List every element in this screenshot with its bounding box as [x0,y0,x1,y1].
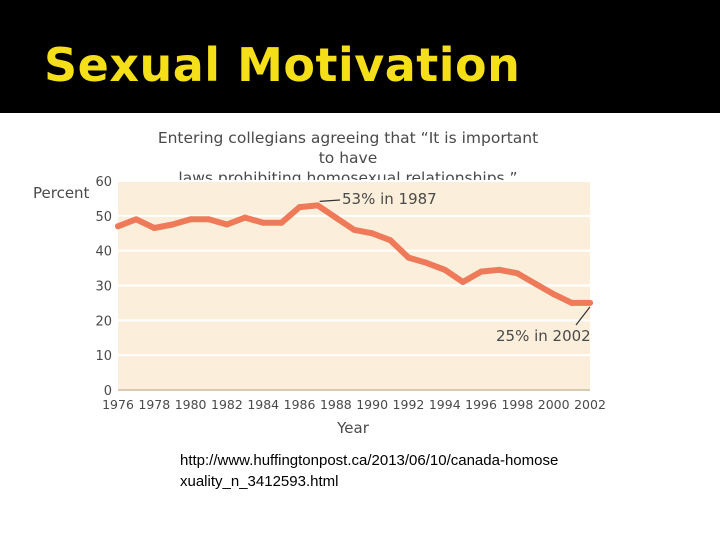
data-point [278,219,285,226]
data-point [459,279,466,286]
data-point [405,254,412,261]
data-point [242,214,249,221]
x-tick-label: 1984 [247,397,279,412]
x-tick-label: 2000 [538,397,570,412]
y-tick-label: 30 [95,280,112,295]
data-point [314,202,321,209]
data-point [387,237,394,244]
data-point [351,226,357,233]
x-tick-label: 1986 [284,397,316,412]
x-tick-label: 2002 [574,397,606,412]
title-bar [0,0,720,113]
data-point [169,221,176,228]
data-points [115,202,593,306]
data-point [115,223,121,230]
y-tick-label: 0 [104,384,112,399]
data-point [205,216,212,223]
y-tick-label: 10 [95,349,112,364]
data-point [223,221,230,228]
x-tick-label: 1980 [175,397,207,412]
x-tick-label: 1994 [429,397,461,412]
data-point [478,268,485,275]
x-tick-label: 1996 [465,397,497,412]
data-point [187,216,194,223]
annotation-leader-2002 [575,306,591,326]
data-point [260,219,267,226]
data-point [514,270,521,277]
x-tick-label: 1988 [320,397,352,412]
x-axis-label: Year [336,419,370,437]
data-point [496,266,503,273]
data-point [568,299,575,306]
data-point [332,214,339,221]
slide-title: Sexual Motivation [44,38,521,92]
y-tick-label: 20 [95,314,112,329]
data-point [296,204,303,211]
data-point [532,280,539,287]
annotation-leader-1987 [319,199,341,202]
data-point [133,216,140,223]
gridlines [118,180,590,391]
y-tick-label: 50 [95,210,112,225]
data-point [550,291,557,298]
data-point [441,266,448,273]
x-tick-label: 1998 [501,397,533,412]
annotation-end: 25% in 2002 [496,327,591,345]
x-tick-label: 1992 [393,397,425,412]
data-point [423,259,430,266]
y-tick-label: 60 [95,175,112,190]
data-point [369,230,376,237]
annotation-peak: 53% in 1987 [342,190,437,208]
source-link[interactable]: http://www.huffingtonpost.ca/2013/06/10/… [180,452,559,490]
x-tick-label: 1982 [211,397,243,412]
chart-title-line-1: Entering collegians agreeing that “It is… [157,129,539,167]
data-point [587,299,593,306]
x-tick-labels: 1976 1978 1980 1982 1984 1986 1988 1990 1992 1994… [102,397,606,412]
y-tick-label: 40 [95,245,112,260]
x-tick-label: 1976 [102,397,134,412]
y-axis-label: Percent [33,184,90,202]
data-point [151,225,158,232]
x-tick-label: 1990 [356,397,388,412]
y-tick-labels: 0 10 20 30 40 50 60 [95,175,112,399]
x-tick-label: 1978 [138,397,170,412]
